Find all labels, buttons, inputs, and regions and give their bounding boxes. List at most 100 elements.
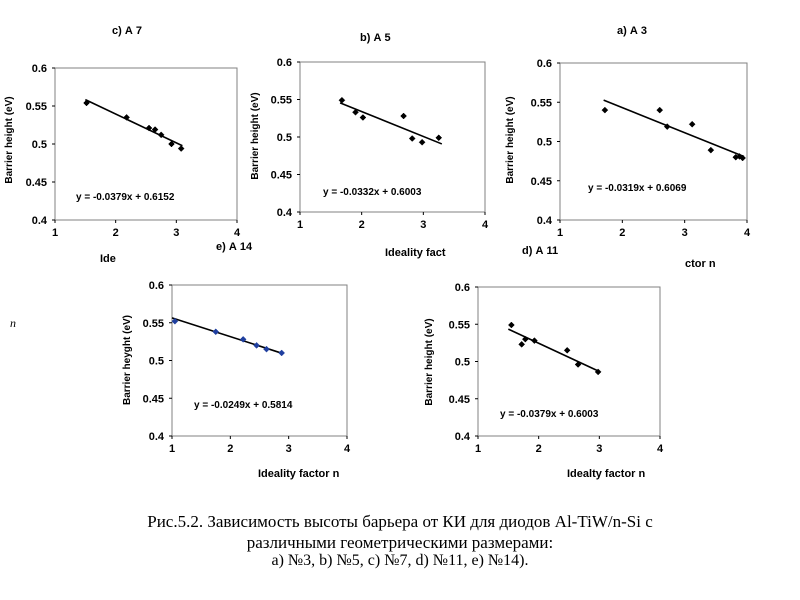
y-tick-label: 0.45	[143, 393, 164, 405]
y-tick-label: 0.55	[531, 97, 552, 109]
y-tick-label: 0.6	[32, 63, 47, 75]
data-point	[239, 336, 247, 343]
data-point	[212, 328, 220, 336]
x-axis-label: Idealty factor n	[567, 468, 646, 480]
data-point	[338, 96, 346, 104]
data-point	[518, 341, 526, 348]
panel-title: b) А 5	[360, 32, 391, 44]
x-tick-label: 4	[657, 443, 664, 455]
data-point	[739, 154, 746, 162]
y-tick-label: 0.6	[277, 57, 292, 69]
trendline-equation: y = -0.0379x + 0.6003	[500, 409, 599, 420]
x-tick-label: 2	[536, 443, 542, 455]
x-axis-label: ctor n	[685, 258, 716, 270]
y-tick-label: 0.55	[143, 318, 164, 330]
x-tick-label: 2	[113, 227, 119, 239]
trendline-equation: y = -0.0332x + 0.6003	[323, 187, 422, 198]
trendline	[84, 98, 183, 147]
data-point	[263, 345, 270, 353]
trendline-equation: y = -0.0319x + 0.6069	[588, 183, 687, 194]
x-tick-label: 1	[169, 443, 175, 455]
x-tick-label: 4	[744, 227, 751, 239]
margin-note: n	[10, 316, 16, 330]
data-point	[656, 106, 664, 114]
data-point	[145, 124, 153, 132]
panel-title: c) А 7	[112, 25, 142, 37]
y-axis-label: Barrier height (eV)	[505, 96, 516, 183]
data-point	[418, 138, 426, 146]
y-axis-label: Barrier heyght (eV)	[122, 315, 133, 405]
y-tick-label: 0.6	[537, 58, 552, 70]
y-tick-label: 0.6	[149, 280, 164, 292]
data-point	[352, 108, 359, 116]
x-tick-label: 4	[482, 219, 489, 231]
y-tick-label: 0.45	[531, 176, 552, 188]
x-tick-label: 1	[557, 227, 563, 239]
data-point	[563, 346, 571, 354]
y-tick-label: 0.45	[26, 177, 47, 189]
data-point	[594, 368, 602, 376]
y-tick-label: 0.55	[449, 319, 470, 331]
x-tick-label: 1	[297, 219, 303, 231]
y-tick-label: 0.55	[26, 101, 47, 113]
data-point	[601, 106, 609, 114]
trendline	[507, 328, 600, 373]
y-tick-label: 0.5	[537, 137, 552, 149]
x-tick-label: 2	[227, 443, 233, 455]
trendline-equation: y = -0.0249x + 0.5814	[194, 400, 293, 411]
x-tick-label: 3	[420, 219, 426, 231]
y-tick-label: 0.4	[455, 431, 471, 443]
y-axis-label: Barrier height (eV)	[4, 96, 15, 183]
data-point	[707, 146, 715, 154]
y-tick-label: 0.4	[277, 207, 293, 219]
data-point	[408, 135, 416, 142]
data-point	[359, 114, 367, 121]
y-tick-label: 0.4	[32, 215, 48, 227]
panel-title: a) А 3	[617, 25, 647, 37]
figure-caption-line1: Рис.5.2. Зависимость высоты барьера от К…	[147, 512, 653, 531]
y-tick-label: 0.5	[277, 132, 292, 144]
panel-title: e) А 14	[216, 241, 253, 253]
x-tick-label: 2	[619, 227, 625, 239]
trendline	[603, 99, 745, 158]
y-tick-label: 0.45	[271, 170, 292, 182]
y-tick-label: 0.4	[537, 215, 553, 227]
data-point	[168, 140, 175, 148]
y-tick-label: 0.45	[449, 394, 470, 406]
trendline	[339, 102, 443, 145]
figure-caption-line3: а) №3, b) №5, c) №7, d) №11, e) №14).	[271, 552, 529, 569]
x-tick-label: 2	[359, 219, 365, 231]
x-tick-label: 3	[682, 227, 688, 239]
x-tick-label: 4	[344, 443, 351, 455]
y-tick-label: 0.6	[455, 282, 470, 294]
y-tick-label: 0.5	[149, 356, 164, 368]
data-point	[688, 120, 696, 128]
data-point	[177, 145, 185, 152]
data-point	[574, 361, 582, 368]
y-tick-label: 0.4	[149, 431, 165, 443]
data-point	[521, 335, 529, 343]
data-point	[123, 114, 130, 121]
data-point	[508, 321, 515, 329]
data-point	[531, 337, 538, 344]
data-point	[435, 134, 443, 142]
data-point	[278, 349, 286, 357]
y-tick-label: 0.5	[455, 357, 470, 369]
data-point	[171, 317, 179, 325]
panel-title: d) А 11	[522, 245, 559, 257]
x-tick-label: 3	[286, 443, 292, 455]
x-tick-label: 3	[173, 227, 179, 239]
x-tick-label: 3	[596, 443, 602, 455]
figure-caption-line2: различными геометрическими размерами:	[246, 533, 554, 552]
y-tick-label: 0.5	[32, 139, 47, 151]
x-axis-label: Ideality fact	[385, 247, 446, 259]
y-axis-label: Barrier height (eV)	[250, 92, 261, 179]
data-point	[663, 123, 671, 130]
y-axis-label: Barrier height (eV)	[424, 318, 435, 405]
trendline-equation: y = -0.0379x + 0.6152	[76, 192, 175, 203]
x-tick-label: 1	[52, 227, 58, 239]
